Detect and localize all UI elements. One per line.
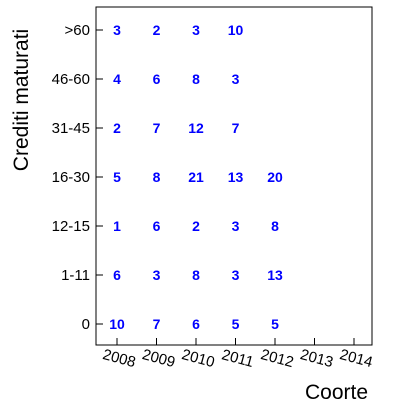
- cell-value: 4: [113, 71, 121, 87]
- cell-value: 3: [153, 267, 161, 283]
- cell-value: 3: [113, 22, 121, 38]
- cell-value: 13: [267, 267, 283, 283]
- cell-value: 5: [271, 316, 279, 332]
- x-tick-label: 2008: [101, 346, 138, 371]
- plot-frame: [95, 6, 373, 346]
- cell-value: 12: [188, 120, 204, 136]
- x-tick-label: 2011: [220, 346, 256, 371]
- cell-value: 7: [232, 120, 240, 136]
- cell-value: 2: [153, 22, 161, 38]
- x-tick-label: 2012: [259, 346, 296, 371]
- x-tick-label: 2010: [180, 346, 217, 371]
- cell-value: 7: [153, 316, 161, 332]
- y-tick-label: 12-15: [52, 218, 90, 235]
- y-tick-label: 31-45: [52, 120, 90, 137]
- cell-value: 8: [153, 169, 161, 185]
- cell-value: 3: [232, 218, 240, 234]
- cell-value: 2: [113, 120, 121, 136]
- cell-value: 3: [192, 22, 200, 38]
- x-axis: 2008 2009 2010 2011 2012 2013 2014: [101, 338, 375, 371]
- y-axis-title: Crediti maturati: [10, 29, 33, 171]
- cell-value: 6: [153, 71, 161, 87]
- y-tick-label: >60: [65, 22, 90, 39]
- cell-value: 13: [228, 169, 244, 185]
- cell-value: 2: [192, 218, 200, 234]
- cell-labels: 3 2 3 10 4 6 8 3 2 7 12 7 5 8 21 13 20 1 6 2 3 8 6 3 8 3 13 10 7 6 5 5: [109, 22, 283, 332]
- cell-value: 6: [192, 316, 200, 332]
- y-tick-label: 16-30: [52, 169, 90, 186]
- cell-value: 8: [192, 71, 200, 87]
- cell-value: 8: [271, 218, 279, 234]
- y-axis: 0 1-11 12-15 16-30 31-45 46-60 >60: [52, 22, 103, 333]
- cell-value: 5: [232, 316, 240, 332]
- cell-value: 3: [232, 267, 240, 283]
- cell-value: 10: [109, 316, 125, 332]
- x-tick-label: 2013: [298, 346, 335, 371]
- cell-value: 8: [192, 267, 200, 283]
- x-axis-title: Coorte: [305, 381, 368, 404]
- cell-value: 20: [267, 169, 283, 185]
- cell-value: 5: [113, 169, 121, 185]
- x-tick-label: 2009: [140, 346, 177, 371]
- cell-value: 10: [228, 22, 244, 38]
- y-tick-label: 1-11: [61, 267, 90, 284]
- cell-value: 1: [113, 218, 121, 234]
- cell-value: 6: [113, 267, 121, 283]
- cell-value: 21: [188, 169, 204, 185]
- cell-value: 6: [153, 218, 161, 234]
- cell-value: 7: [153, 120, 161, 136]
- x-tick-label: 2014: [338, 346, 375, 371]
- cell-value: 3: [232, 71, 240, 87]
- y-tick-label: 0: [82, 316, 90, 333]
- y-tick-label: 46-60: [52, 71, 90, 88]
